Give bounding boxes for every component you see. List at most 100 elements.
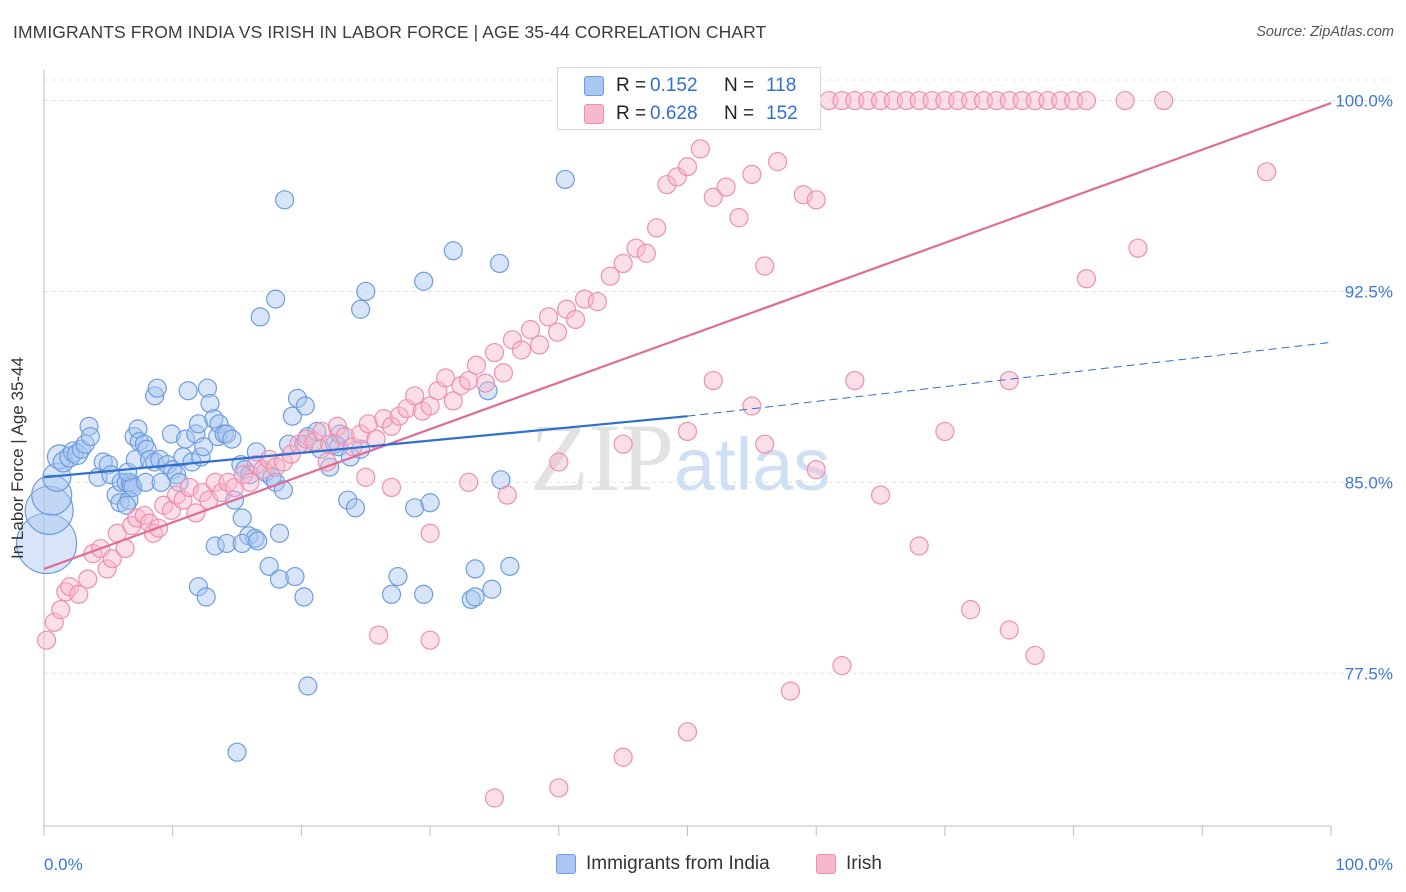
- india-point: [500, 556, 520, 576]
- irish-point: [317, 452, 337, 472]
- irish-point: [1154, 90, 1174, 111]
- irish-point: [493, 363, 514, 383]
- irish-point: [806, 460, 826, 480]
- legend: R = 0.152 N = 118 R = 0.628 N = 152: [557, 67, 821, 130]
- india-point: [63, 441, 85, 463]
- x-tick-label: 0.0%: [44, 855, 83, 874]
- irish-point: [139, 513, 160, 533]
- irish-point: [369, 625, 389, 645]
- india-point: [259, 556, 279, 576]
- irish-point: [97, 559, 117, 579]
- india-point: [465, 559, 485, 579]
- irish-point: [78, 569, 98, 589]
- india-point: [129, 432, 149, 452]
- india-point: [161, 424, 182, 444]
- irish-point: [703, 187, 723, 207]
- india-point: [489, 253, 510, 274]
- india-point: [24, 485, 74, 535]
- india-point: [197, 378, 218, 398]
- india-point: [80, 426, 100, 447]
- irish-point: [51, 600, 71, 620]
- india-point: [478, 381, 498, 401]
- y-axis-label: In Labor Force | Age 35-44: [8, 357, 27, 559]
- irish-point: [102, 549, 122, 569]
- india-point: [42, 462, 72, 492]
- india-point: [414, 584, 434, 604]
- irish-point: [420, 630, 440, 650]
- irish-point: [547, 322, 568, 342]
- irish-point: [667, 167, 687, 187]
- india-point: [123, 477, 143, 498]
- legend-swatch-irish: [584, 104, 604, 124]
- irish-point: [677, 157, 698, 177]
- india-trend-extension: [687, 341, 1332, 417]
- irish-point: [870, 485, 891, 505]
- india-point: [196, 587, 216, 607]
- irish-point: [420, 396, 440, 416]
- india-point: [405, 498, 425, 518]
- india-point: [351, 299, 371, 319]
- india-point: [222, 429, 242, 449]
- bottom-legend-label-irish: Irish: [846, 853, 882, 874]
- india-point: [188, 414, 209, 434]
- irish-point: [233, 465, 254, 485]
- irish-point: [520, 320, 541, 340]
- india-point: [298, 676, 318, 696]
- irish-point: [780, 681, 801, 701]
- irish-point: [381, 416, 402, 436]
- irish-point: [587, 292, 608, 312]
- irish-point: [806, 190, 826, 210]
- irish-point: [755, 434, 775, 454]
- india-point: [381, 584, 402, 604]
- legend-r-value-irish: 0.628: [650, 103, 698, 124]
- india-point: [465, 587, 485, 607]
- irish-point: [1257, 162, 1277, 182]
- irish-point: [443, 391, 463, 411]
- india-point: [414, 271, 434, 291]
- irish-point: [961, 600, 981, 620]
- india-point: [482, 579, 502, 599]
- irish-point: [335, 426, 355, 447]
- irish-point: [845, 370, 865, 391]
- india-point: [420, 493, 440, 513]
- irish-point: [999, 620, 1019, 640]
- irish-point: [636, 243, 656, 263]
- irish-point: [1076, 269, 1097, 289]
- bottom-legend-swatch-india: [556, 854, 576, 874]
- irish-point: [497, 485, 517, 505]
- irish-point: [1025, 645, 1045, 666]
- irish-point: [212, 482, 232, 503]
- irish-point: [484, 788, 505, 808]
- india-point: [175, 429, 196, 449]
- bottom-legend-label-india: Immigrants from India: [586, 853, 770, 874]
- irish-point: [327, 416, 348, 436]
- india-point: [388, 566, 408, 587]
- irish-point: [677, 722, 698, 742]
- india-point: [269, 523, 290, 543]
- india-point: [147, 378, 167, 398]
- legend-swatch-india: [584, 76, 604, 96]
- irish-point: [420, 523, 440, 543]
- india-point: [232, 533, 252, 554]
- irish-point: [179, 477, 200, 498]
- irish-point: [716, 177, 736, 197]
- irish-point: [273, 452, 293, 472]
- irish-point: [511, 340, 532, 360]
- india-point: [273, 480, 293, 500]
- irish-point: [218, 472, 238, 492]
- india-point: [295, 396, 315, 416]
- source-label: Source: ZipAtlas.com: [1256, 24, 1394, 40]
- irish-point: [538, 307, 559, 327]
- india-point: [294, 587, 314, 607]
- india-point: [269, 569, 290, 589]
- india-point: [282, 406, 302, 426]
- irish-trend-line: [43, 102, 1332, 570]
- india-point: [227, 742, 247, 762]
- irish-point: [549, 778, 569, 798]
- india-point: [193, 437, 214, 457]
- india-point: [266, 289, 286, 309]
- bottom-legend-swatch-irish: [816, 854, 836, 874]
- india-point: [217, 424, 237, 444]
- india-point: [31, 474, 73, 516]
